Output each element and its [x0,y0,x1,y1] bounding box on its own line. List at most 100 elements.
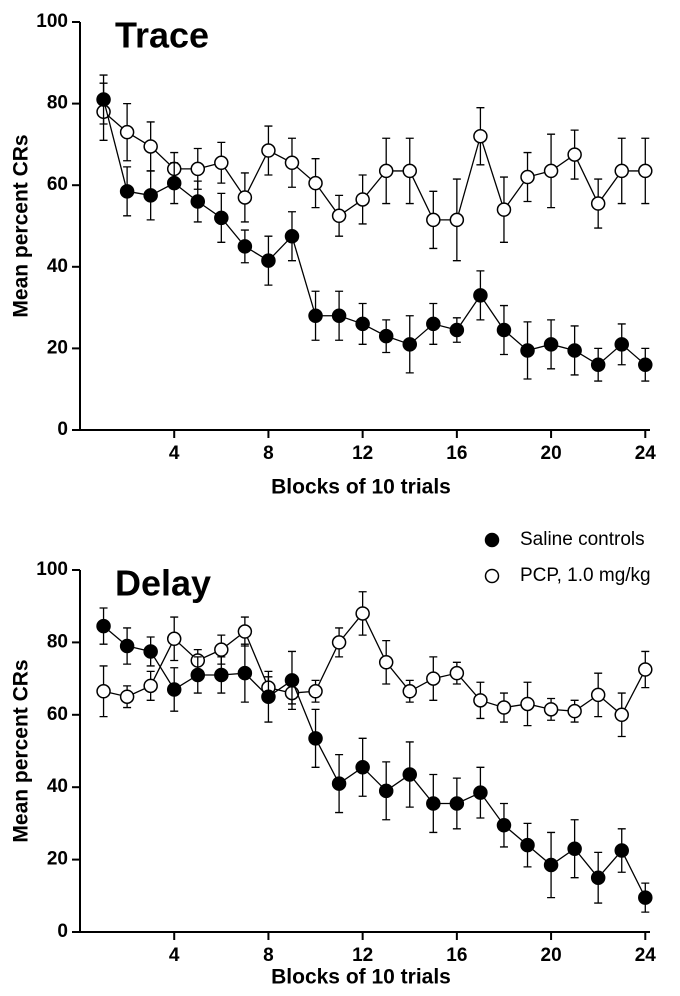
data-point [449,665,465,681]
data-point [543,163,559,179]
x-tick-label: 12 [352,443,373,464]
legend-marker [484,568,500,584]
chart-title: Delay [115,563,211,604]
data-point [449,796,465,811]
data-point [284,155,300,171]
y-tick-label: 20 [47,849,68,870]
legend-label: Saline controls [520,529,645,550]
data-point [143,678,158,694]
series-line [103,612,646,716]
data-point [331,308,347,324]
data-point [638,163,653,179]
data-point [473,785,488,800]
data-point [143,188,158,203]
data-point [237,665,253,681]
data-point [402,767,418,782]
data-point [638,662,653,677]
x-tick-label: 4 [169,945,180,966]
data-point [119,184,135,199]
y-tick-label: 40 [47,256,68,277]
data-point [143,644,158,659]
data-point [190,194,206,209]
data-point [308,175,323,191]
data-point [543,702,559,717]
x-axis-label: Blocks of 10 trials [271,966,451,989]
data-point [284,228,300,244]
data-point [426,796,441,811]
x-axis-label: Blocks of 10 trials [271,476,451,499]
data-point [543,857,559,873]
data-point [520,696,535,712]
data-point [119,124,135,140]
data-point [614,843,629,858]
data-point [355,606,370,621]
y-tick-label: 0 [57,921,68,942]
series-line [103,625,646,898]
x-tick-label: 20 [541,443,562,464]
data-point [614,337,629,352]
y-axis-label: Mean percent CRs [10,659,33,842]
data-point [237,239,253,254]
data-point [96,684,111,699]
data-point [214,210,229,226]
data-point [449,212,465,228]
data-point [331,208,347,224]
data-point [567,841,582,856]
x-tick-label: 4 [169,443,180,464]
data-point [166,631,182,647]
data-point [402,337,418,352]
data-point [473,693,488,708]
data-point [520,169,535,185]
x-tick-label: 16 [446,443,467,464]
data-point [590,196,606,211]
data-point [638,357,653,372]
x-tick-label: 24 [635,945,657,966]
data-point [473,128,488,144]
y-axis-label: Mean percent CRs [10,134,33,317]
data-point [590,687,606,703]
data-point [496,817,512,833]
data-point [590,357,606,372]
legend-label: PCP, 1.0 mg/kg [520,565,651,586]
data-point [308,684,323,699]
data-point [614,163,629,179]
data-point [378,783,394,799]
data-point [496,322,512,338]
data-point [261,143,276,158]
data-point [614,707,629,723]
data-point [496,202,512,217]
data-point [261,689,276,704]
y-tick-label: 100 [36,11,68,32]
data-point [355,316,370,332]
data-point [426,671,441,686]
data-point [402,163,418,179]
chart-title: Trace [115,15,209,56]
data-point [567,147,582,162]
data-point [214,667,229,683]
data-point [261,253,276,268]
data-point [119,638,135,654]
x-tick-label: 16 [446,945,467,966]
data-point [96,618,111,634]
x-tick-label: 12 [352,945,373,966]
data-point [638,890,653,905]
data-point [426,316,441,332]
data-point [119,689,135,704]
data-point [214,642,229,657]
x-tick-label: 24 [635,443,657,464]
y-tick-label: 60 [47,704,68,725]
x-tick-label: 8 [263,945,274,966]
y-tick-label: 0 [57,419,68,440]
data-point [426,212,441,228]
data-point [543,337,559,352]
data-point [378,328,394,344]
data-point [190,161,206,177]
data-point [355,192,370,207]
data-point [308,731,323,746]
data-point [520,343,535,358]
y-tick-label: 40 [47,776,68,797]
data-point [567,343,582,358]
x-tick-label: 8 [263,443,274,464]
data-point [355,760,370,775]
